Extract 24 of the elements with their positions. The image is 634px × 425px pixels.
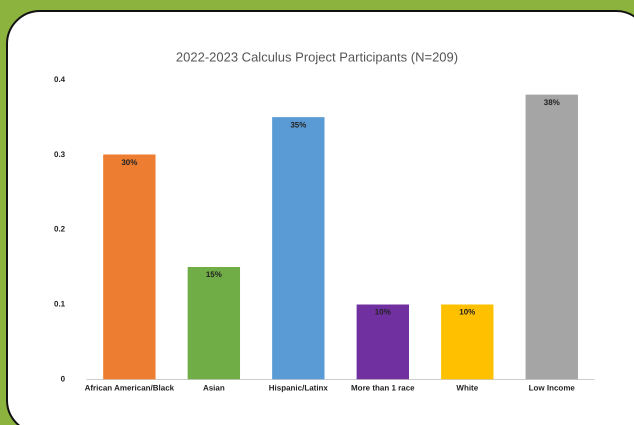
bar (526, 94, 578, 380)
y-tick-label: 0.4 (54, 74, 66, 84)
bar (272, 117, 325, 380)
y-tick-label: 0.2 (54, 224, 66, 234)
x-tick-label: White (456, 383, 479, 392)
y-tick-label: 0.3 (54, 150, 66, 159)
data-label: 38% (544, 98, 560, 107)
data-label: 15% (206, 270, 222, 280)
x-tick-label: More than 1 race (351, 383, 416, 392)
y-tick-label: 0 (60, 374, 66, 384)
data-label: 10% (459, 308, 476, 317)
data-label: 10% (374, 308, 391, 317)
y-tick-label: 0.1 (54, 300, 66, 309)
x-tick-label: Low Income (528, 383, 576, 392)
x-tick-label: African American/Black (84, 383, 175, 392)
bar (441, 304, 494, 380)
data-label: 30% (121, 158, 138, 167)
x-tick-label: Hispanic/Latinx (268, 383, 328, 392)
bar (356, 304, 409, 380)
x-tick-label: Asian (202, 383, 225, 392)
chart-title: 2022-2023 Calculus Project Participants (N=209) (176, 49, 458, 64)
bar (188, 266, 240, 380)
bar (103, 154, 156, 380)
data-label: 35% (290, 120, 306, 130)
